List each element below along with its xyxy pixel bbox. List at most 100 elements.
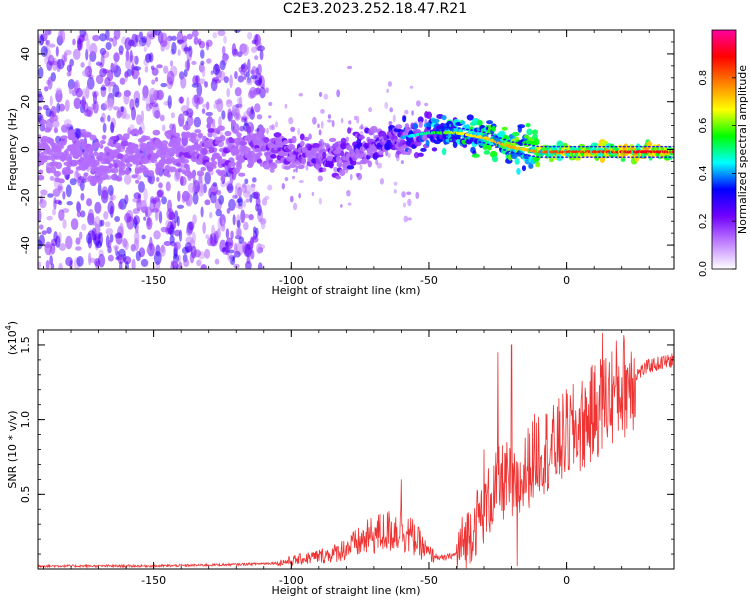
y-tick-label: 0 xyxy=(19,146,32,153)
spectrogram-cell xyxy=(393,181,398,186)
spectrogram-cell xyxy=(461,120,466,125)
spectrogram-cell xyxy=(639,156,643,158)
spectrogram-cell xyxy=(52,119,60,129)
spectrogram-cell xyxy=(299,133,305,141)
spectrogram-cell xyxy=(531,129,539,136)
spectrogram-cell xyxy=(135,42,143,47)
spectrogram-cell xyxy=(362,158,370,164)
spectrogram-cell xyxy=(521,165,527,172)
spectrogram-cell xyxy=(120,140,129,147)
snr-y-label: SNR (10 * v/v) xyxy=(6,410,19,488)
spectrogram-cell xyxy=(635,145,639,148)
spectrogram-cell xyxy=(237,75,245,83)
spectrogram-cell xyxy=(163,65,169,74)
spectrogram-cell xyxy=(188,221,195,231)
spectrogram-cell xyxy=(256,114,263,120)
spectrogram-cell xyxy=(107,69,114,82)
spectrogram-cell xyxy=(94,201,102,214)
spectrogram-cell xyxy=(58,103,66,112)
spectrogram-cell xyxy=(225,228,230,239)
spectrogram-cell xyxy=(251,65,257,78)
spectrogram-cell xyxy=(319,138,324,147)
spectrogram-cell xyxy=(347,202,352,206)
spectrogram-cell xyxy=(283,140,289,145)
spectrogram-cell xyxy=(263,137,270,144)
spectrogram-cell xyxy=(234,112,241,121)
spectrogram-cell xyxy=(401,191,406,198)
spectrogram-cell xyxy=(105,42,112,51)
spectrogram-cell xyxy=(125,163,133,168)
spectrogram-cell xyxy=(200,206,204,218)
spectrogram-cell xyxy=(317,123,320,129)
spectrogram-cell xyxy=(376,162,383,169)
spectrogram-cell xyxy=(292,202,298,211)
spectrogram-cell xyxy=(232,194,238,199)
spectrogram-cell xyxy=(38,106,43,111)
spectrogram-cell xyxy=(618,156,622,158)
spectrogram-cell xyxy=(59,30,66,44)
spectrogram-cell xyxy=(95,61,102,66)
spectrogram-cell xyxy=(83,172,89,177)
spectrogram-cell xyxy=(259,126,266,134)
spectrogram-cell xyxy=(253,191,261,200)
spectrogram-cell xyxy=(288,116,294,125)
spectrogram-cell xyxy=(243,221,249,231)
spectrogram-cell xyxy=(532,155,536,157)
spectrogram-x-label: Height of straight line (km) xyxy=(271,284,420,297)
spectrogram-cell xyxy=(202,103,210,108)
spectrogram-cell xyxy=(402,115,407,123)
spectrogram-cell xyxy=(161,196,167,205)
spectrogram-cell xyxy=(486,132,490,135)
spectrogram-cell xyxy=(523,143,527,146)
spectrogram-cell xyxy=(76,255,84,267)
spectrogram-cell xyxy=(143,187,148,202)
spectrogram-cell xyxy=(270,153,277,159)
spectrogram-cell xyxy=(165,219,171,229)
spectrogram-cell xyxy=(340,142,348,150)
spectrogram-cell xyxy=(441,137,445,139)
spectrogram-cell xyxy=(243,73,247,80)
spectrogram-cell xyxy=(265,87,269,94)
spectrogram-cell xyxy=(298,93,303,97)
spectrogram-cell xyxy=(55,46,59,57)
spectrogram-cell xyxy=(201,65,206,78)
spectrogram-cell xyxy=(219,60,226,71)
spectrogram-cell xyxy=(73,97,82,110)
spectrogram-cell xyxy=(169,152,174,157)
spectrogram-cell xyxy=(100,219,105,227)
spectrogram-cell xyxy=(311,191,315,197)
spectrogram-cell xyxy=(215,209,222,217)
spectrogram-cell xyxy=(47,193,54,198)
spectrogram-cell xyxy=(107,254,114,262)
spectrogram-cell xyxy=(65,184,72,198)
spectrogram-cell xyxy=(120,106,124,113)
spectrogram-cell xyxy=(432,118,440,124)
spectrogram-cell xyxy=(39,34,45,46)
spectrogram-cell xyxy=(236,162,242,171)
spectrogram-cell xyxy=(69,132,76,139)
spectrogram-cell xyxy=(457,127,461,129)
spectrogram-cell xyxy=(44,243,52,249)
spectrogram-cell xyxy=(646,141,653,147)
spectrogram-cell xyxy=(445,137,449,139)
spectrogram-cell xyxy=(201,265,206,269)
spectrogram-cell xyxy=(358,135,365,140)
spectrogram-cell xyxy=(218,194,225,205)
spectrogram-cell xyxy=(57,185,63,191)
spectrogram-cell xyxy=(91,103,96,110)
spectrogram-cell xyxy=(108,37,114,42)
spectrogram-cell xyxy=(108,163,114,169)
spectrogram-cell xyxy=(44,241,52,256)
spectrogram-cell xyxy=(153,30,161,36)
spectrogram-cell xyxy=(138,247,146,258)
spectrogram-cell xyxy=(449,137,453,139)
spectrogram-cell xyxy=(387,81,393,87)
spectrogram-cell xyxy=(346,165,355,170)
spectrogram-cell xyxy=(274,121,279,128)
spectrogram-cell xyxy=(86,198,93,207)
spectrogram-cell xyxy=(166,173,171,178)
spectrogram-cell xyxy=(499,137,503,139)
spectrogram-cell xyxy=(200,60,205,66)
spectrogram-cell xyxy=(136,174,142,181)
